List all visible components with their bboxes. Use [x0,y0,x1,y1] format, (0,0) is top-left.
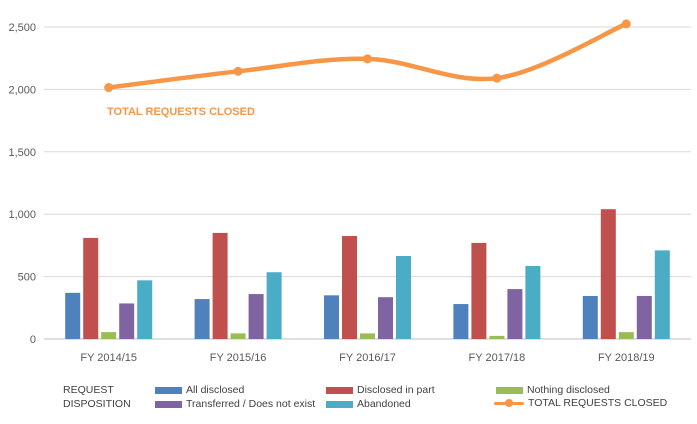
bar-transferred-does-not-exist [507,289,523,339]
bar-all-disclosed [582,295,598,339]
x-tick-label: FY 2014/15 [80,352,137,364]
y-tick-label: 2,500 [8,22,36,34]
bar-transferred-does-not-exist [248,294,264,339]
legend-label-nothing-disclosed: Nothing disclosed [527,384,610,396]
bar-disclosed-in-part [342,236,357,339]
legend-item-total-requests-closed: TOTAL REQUESTS CLOSED [494,396,667,410]
bar-abandoned [525,265,541,339]
bar-all-disclosed [194,299,210,339]
legend-item-nothing-disclosed: Nothing disclosed [496,383,610,397]
legend-label-all-disclosed: All disclosed [186,384,245,396]
x-tick-label: FY 2016/17 [339,352,396,364]
bar-disclosed-in-part [600,209,616,339]
legend-swatch-disclosed-in-part [326,386,353,394]
bar-nothing-disclosed [360,333,375,339]
bar-abandoned [137,280,153,339]
chart-plot: 0 500 1,000 1,500 2,000 2,500 FY 2014/15 FY 201… [8,19,691,364]
x-tick-label: FY 2018/19 [598,352,655,364]
legend-title: REQUEST DISPOSITION [63,383,131,411]
line-point-total-requests-closed [621,19,631,29]
legend-item-transferred: Transferred / Does not exist [155,397,315,411]
x-tick-label: FY 2015/16 [210,352,267,364]
legend-swatch-abandoned [326,400,353,408]
bar-disclosed-in-part [212,232,228,339]
line-point-total-requests-closed [492,73,502,83]
y-tick-label: 500 [18,272,36,284]
bar-transferred-does-not-exist [119,303,135,339]
bar-all-disclosed [324,295,339,339]
bar-transferred-does-not-exist [378,297,393,339]
bar-nothing-disclosed [618,332,634,339]
legend-title-line2: DISPOSITION [63,398,131,410]
legend-title-line1: REQUEST [63,384,114,396]
legend-label-abandoned: Abandoned [357,398,411,410]
legend-item-abandoned: Abandoned [326,397,411,411]
legend-swatch-all-disclosed [155,386,182,394]
bar-nothing-disclosed [101,332,117,339]
line-point-total-requests-closed [363,54,372,64]
bar-abandoned [266,272,282,339]
legend: REQUEST DISPOSITION All disclosed Disclo… [0,380,697,424]
bar-all-disclosed [453,304,469,339]
bar-disclosed-in-part [83,237,99,339]
y-tick-label: 1,500 [8,147,36,159]
bar-abandoned [396,256,411,339]
y-tick-label: 1,000 [8,209,36,221]
bar-nothing-disclosed [230,333,246,339]
line-annotation-total-requests-closed: TOTAL REQUESTS CLOSED [107,106,255,118]
y-tick-label: 0 [30,334,36,346]
legend-label-total-requests-closed: TOTAL REQUESTS CLOSED [528,397,668,409]
bar-nothing-disclosed [489,335,505,339]
legend-item-disclosed-in-part: Disclosed in part [326,383,435,397]
legend-swatch-nothing-disclosed [496,386,523,394]
legend-item-all-disclosed: All disclosed [155,383,244,397]
legend-label-transferred: Transferred / Does not exist [186,398,316,410]
bar-abandoned [654,250,670,339]
bar-all-disclosed [65,292,81,339]
line-point-total-requests-closed [233,66,243,76]
x-tick-label: FY 2017/18 [469,352,526,364]
legend-swatch-total-requests-closed [494,398,524,408]
legend-swatch-transferred [155,400,182,408]
bar-disclosed-in-part [471,242,487,339]
bar-transferred-does-not-exist [636,295,652,339]
line-point-total-requests-closed [104,83,114,93]
legend-label-disclosed-in-part: Disclosed in part [357,384,435,396]
y-tick-label: 2,000 [8,84,36,96]
